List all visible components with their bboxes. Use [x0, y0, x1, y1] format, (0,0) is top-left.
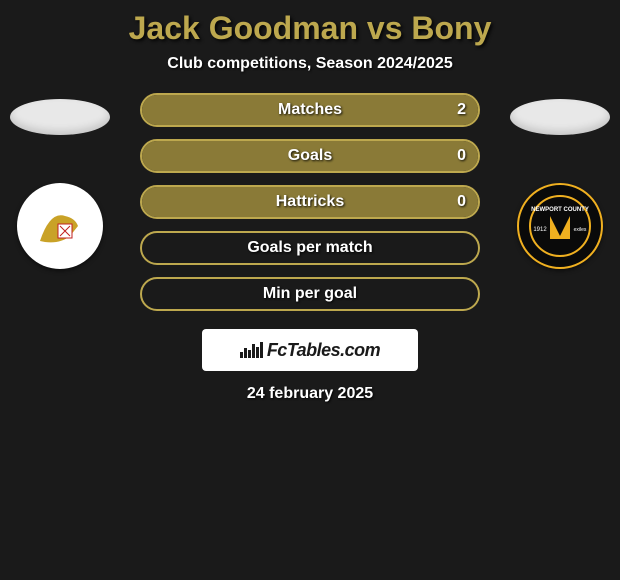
club-crest-left-icon	[30, 196, 90, 256]
stat-row: Matches 2	[140, 93, 480, 127]
bar-chart-icon	[240, 342, 263, 358]
stat-label: Goals	[288, 147, 332, 165]
stat-label: Min per goal	[263, 285, 357, 303]
club-crest-right-icon: NEWPORT COUNTY 1912 exiles	[525, 191, 595, 261]
player-left-column	[10, 99, 110, 269]
svg-text:exiles: exiles	[574, 227, 587, 233]
stat-row: Hattricks 0	[140, 185, 480, 219]
stat-row: Min per goal	[140, 277, 480, 311]
player-left-avatar-placeholder	[10, 99, 110, 135]
stat-label: Hattricks	[276, 193, 344, 211]
branding-badge: FcTables.com	[202, 329, 418, 371]
date-label: 24 february 2025	[0, 385, 620, 403]
stat-value-right: 0	[457, 147, 466, 165]
stats-list: Matches 2 Goals 0 Hattricks 0 Goals per match M…	[140, 93, 480, 311]
stat-row: Goals per match	[140, 231, 480, 265]
stat-value-right: 2	[457, 101, 466, 119]
stat-value-right: 0	[457, 193, 466, 211]
stat-label: Goals per match	[247, 239, 372, 257]
club-badge-left	[17, 183, 103, 269]
stat-row: Goals 0	[140, 139, 480, 173]
club-badge-right: NEWPORT COUNTY 1912 exiles	[517, 183, 603, 269]
svg-text:NEWPORT COUNTY: NEWPORT COUNTY	[531, 207, 589, 213]
player-right-avatar-placeholder	[510, 99, 610, 135]
comparison-card: Jack Goodman vs Bony Club competitions, …	[0, 0, 620, 403]
branding-text: FcTables.com	[267, 340, 380, 361]
stat-label: Matches	[278, 101, 342, 119]
player-right-column: NEWPORT COUNTY 1912 exiles	[510, 99, 610, 269]
page-title: Jack Goodman vs Bony	[0, 10, 620, 47]
subtitle: Club competitions, Season 2024/2025	[0, 55, 620, 73]
svg-text:1912: 1912	[533, 227, 547, 233]
comparison-body: NEWPORT COUNTY 1912 exiles Matches 2 Goals…	[0, 93, 620, 311]
